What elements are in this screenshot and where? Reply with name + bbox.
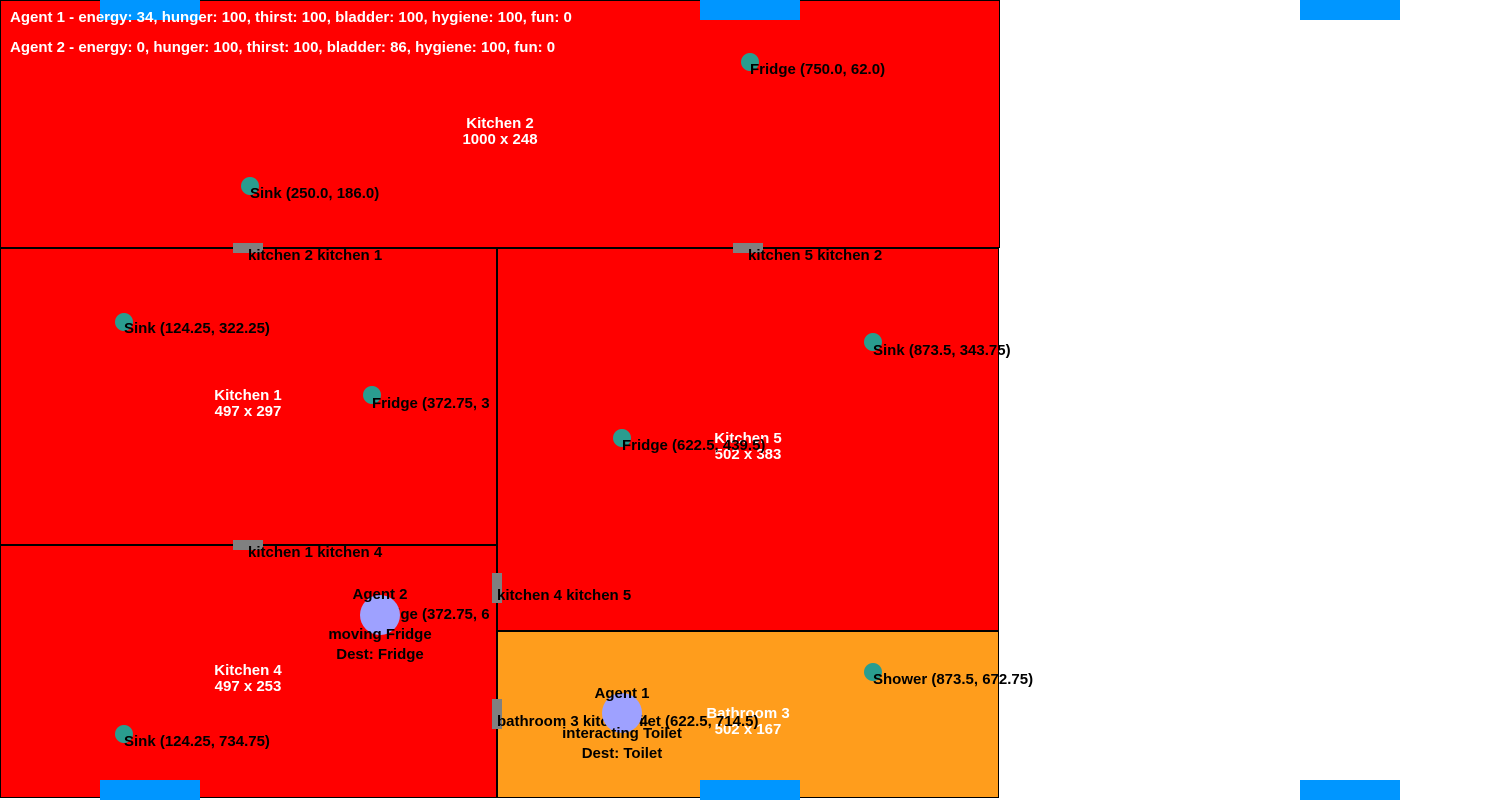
room-name: Bathroom 3 xyxy=(706,705,790,722)
object-label-fridge-kitchen-1: Fridge (372.75, 3 xyxy=(372,395,490,412)
room-label-kitchen-5: Kitchen 5 502 x 383 xyxy=(714,431,782,463)
room-name: Kitchen 1 xyxy=(214,387,282,404)
door-label-kitchen-2-kitchen-1: kitchen 2 kitchen 1 xyxy=(248,247,383,264)
window-bottom-1 xyxy=(100,780,200,800)
agent-1-icon xyxy=(602,693,642,733)
door-label-kitchen-1-kitchen-4: kitchen 1 kitchen 4 xyxy=(248,544,383,561)
window-bottom-3 xyxy=(1300,780,1400,800)
object-label-shower-bathroom-3: Shower (873.5, 672.75) xyxy=(873,671,1034,688)
agent-1-dest: Dest: Toilet xyxy=(581,745,663,762)
object-label-fridge-kitchen-5: Fridge (622.5, 439.5) xyxy=(622,437,766,454)
door-label-kitchen-5-kitchen-2: kitchen 5 kitchen 2 xyxy=(748,247,883,264)
sink-icon xyxy=(241,177,259,195)
room-name: Kitchen 4 xyxy=(214,662,282,679)
agent-2-dest: Dest: Fridge xyxy=(336,646,424,663)
door-kitchen-5-kitchen-2 xyxy=(733,243,763,253)
object-label-sink-kitchen-2: Sink (250.0, 186.0) xyxy=(250,185,380,202)
room-label-kitchen-1: Kitchen 1 497 x 297 xyxy=(214,388,282,420)
agent-2-status: Agent 2 - energy: 0, hunger: 100, thirst… xyxy=(10,39,556,56)
agent-1-status: Agent 1 - energy: 34, hunger: 100, thirs… xyxy=(10,9,572,26)
agent-2-info: Agent 2 moving Fridge Dest: Fridge xyxy=(328,585,431,665)
room-kitchen-1 xyxy=(0,248,497,545)
object-label-sink-kitchen-5: Sink (873.5, 343.75) xyxy=(873,342,1011,359)
agent-1-info: Agent 1 interacting Toilet Dest: Toilet xyxy=(562,684,682,764)
room-label-kitchen-4: Kitchen 4 497 x 253 xyxy=(214,663,282,695)
sink-icon xyxy=(115,725,133,743)
object-label-sink-kitchen-4: Sink (124.25, 734.75) xyxy=(124,733,270,750)
window-top-2 xyxy=(700,0,800,20)
object-label-toilet-bathroom-3: Toilet (622.5, 714.5) xyxy=(622,713,759,730)
object-label-fridge-kitchen-4: Fridge (372.75, 6 xyxy=(372,606,490,623)
room-size: 502 x 167 xyxy=(714,721,782,738)
door-label-kitchen-4-kitchen-5: kitchen 4 kitchen 5 xyxy=(497,587,632,604)
room-size: 502 x 383 xyxy=(714,446,782,463)
fridge-icon xyxy=(613,429,631,447)
room-bathroom-3 xyxy=(497,631,999,798)
object-label-fridge-kitchen-2: Fridge (750.0, 62.0) xyxy=(750,61,886,78)
room-size: 497 x 253 xyxy=(214,678,282,695)
door-kitchen-1-kitchen-4 xyxy=(233,540,263,550)
room-name: Kitchen 2 xyxy=(466,115,534,132)
fridge-icon xyxy=(741,53,759,71)
object-label-sink-kitchen-1: Sink (124.25, 322.25) xyxy=(124,320,270,337)
door-kitchen-2-kitchen-1 xyxy=(233,243,263,253)
sink-icon xyxy=(864,333,882,351)
room-kitchen-2 xyxy=(0,0,1000,248)
door-kitchen-4-kitchen-5 xyxy=(492,573,502,603)
agent-1-state: interacting Toilet xyxy=(562,725,682,742)
room-size: 1000 x 248 xyxy=(462,131,538,148)
room-kitchen-5 xyxy=(497,248,999,631)
fridge-icon xyxy=(363,386,381,404)
agent-2-name: Agent 2 xyxy=(352,586,408,603)
agent-2-icon xyxy=(360,595,400,635)
shower-icon xyxy=(864,663,882,681)
sink-icon xyxy=(115,313,133,331)
door-bathroom-3-kitchen-4 xyxy=(492,699,502,729)
agent-1-name: Agent 1 xyxy=(594,685,650,702)
fridge-kitchen-4-clip: Fridge (372.75, 6 xyxy=(372,598,497,628)
window-top-1 xyxy=(100,0,200,20)
window-bottom-2 xyxy=(700,780,800,800)
room-label-kitchen-2: Kitchen 2 1000 x 248 xyxy=(462,116,537,148)
room-size: 497 x 297 xyxy=(214,403,282,420)
room-name: Kitchen 5 xyxy=(714,430,782,447)
room-label-bathroom-3: Bathroom 3 502 x 167 xyxy=(706,706,789,738)
agent-2-state: moving Fridge xyxy=(328,626,432,643)
window-top-3 xyxy=(1300,0,1400,20)
room-kitchen-4 xyxy=(0,545,497,798)
